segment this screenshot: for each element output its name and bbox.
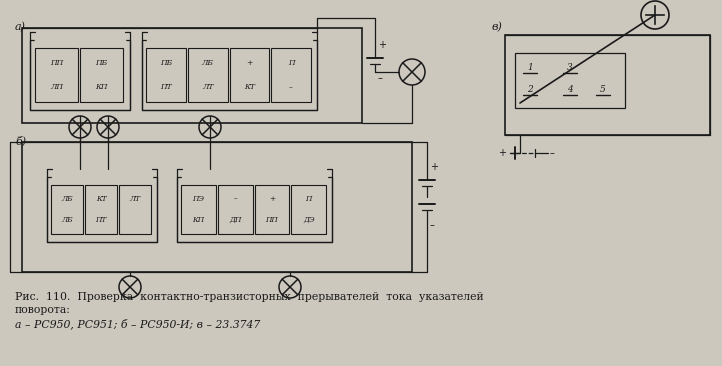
Text: ЛП: ЛП xyxy=(50,83,63,91)
Text: 2: 2 xyxy=(527,85,533,93)
Bar xyxy=(35,48,78,102)
Bar xyxy=(271,48,311,102)
Text: –: – xyxy=(378,73,383,83)
Text: +: + xyxy=(498,148,506,158)
Bar xyxy=(35,32,125,42)
Bar xyxy=(80,48,123,102)
Text: 3: 3 xyxy=(567,63,573,71)
Text: б̆): б̆) xyxy=(15,135,26,146)
Text: +: + xyxy=(246,59,253,67)
Bar xyxy=(35,32,125,42)
Bar xyxy=(505,35,710,135)
Text: 1: 1 xyxy=(527,63,533,71)
Text: П: П xyxy=(305,195,312,203)
Text: –: – xyxy=(550,148,555,158)
Polygon shape xyxy=(52,168,152,178)
Text: П: П xyxy=(288,59,295,67)
Text: 4: 4 xyxy=(567,85,573,93)
Text: поворота:: поворота: xyxy=(15,305,71,315)
Text: –: – xyxy=(233,195,237,203)
Text: ЛБ: ЛБ xyxy=(61,195,73,203)
Bar xyxy=(254,185,290,234)
Text: ПБ: ПБ xyxy=(95,59,108,67)
Bar xyxy=(291,185,326,234)
Text: Рис.  110.  Проверка  контактно-транзисторных  прерывателей  тока  указателей: Рис. 110. Проверка контактно-транзисторн… xyxy=(15,292,484,302)
Text: ПТ: ПТ xyxy=(95,216,107,224)
Text: в): в) xyxy=(492,22,503,32)
Bar xyxy=(188,48,227,102)
Bar xyxy=(85,185,117,234)
Bar xyxy=(30,40,130,110)
Text: –: – xyxy=(430,220,435,230)
Bar xyxy=(142,40,317,110)
Text: ЛБ: ЛБ xyxy=(61,216,73,224)
Bar xyxy=(47,177,157,242)
Text: а): а) xyxy=(15,22,26,32)
Text: –: – xyxy=(290,83,293,91)
Text: КТ: КТ xyxy=(96,195,106,203)
Text: КТ: КТ xyxy=(244,83,255,91)
Text: ПП: ПП xyxy=(50,59,63,67)
Polygon shape xyxy=(182,168,327,178)
Text: ПП: ПП xyxy=(266,216,278,224)
Bar xyxy=(515,53,625,108)
Bar xyxy=(218,185,253,234)
Polygon shape xyxy=(35,31,125,41)
Bar xyxy=(230,48,269,102)
Text: ДЭ: ДЭ xyxy=(303,216,315,224)
Bar xyxy=(119,185,151,234)
Bar xyxy=(22,142,412,272)
Text: ЛТ: ЛТ xyxy=(129,195,141,203)
Text: +: + xyxy=(378,40,386,50)
Text: +: + xyxy=(269,195,275,203)
Bar xyxy=(146,48,186,102)
Text: ЛТ: ЛТ xyxy=(202,83,214,91)
Text: ЛБ: ЛБ xyxy=(201,59,214,67)
Text: ПТ: ПТ xyxy=(160,83,172,91)
Bar xyxy=(181,185,216,234)
Text: КП: КП xyxy=(95,83,108,91)
Bar xyxy=(22,28,362,123)
Text: а – РС950, РС951; б – РС950-И; в – 23.3747: а – РС950, РС951; б – РС950-И; в – 23.37… xyxy=(15,318,260,329)
Text: ДП: ДП xyxy=(229,216,241,224)
Bar xyxy=(177,177,332,242)
Text: ПБ: ПБ xyxy=(160,59,172,67)
Text: КП: КП xyxy=(192,216,204,224)
Text: ПЭ: ПЭ xyxy=(192,195,204,203)
Text: +: + xyxy=(430,162,438,172)
Bar xyxy=(51,185,83,234)
Text: 5: 5 xyxy=(600,85,606,93)
Polygon shape xyxy=(147,31,312,41)
